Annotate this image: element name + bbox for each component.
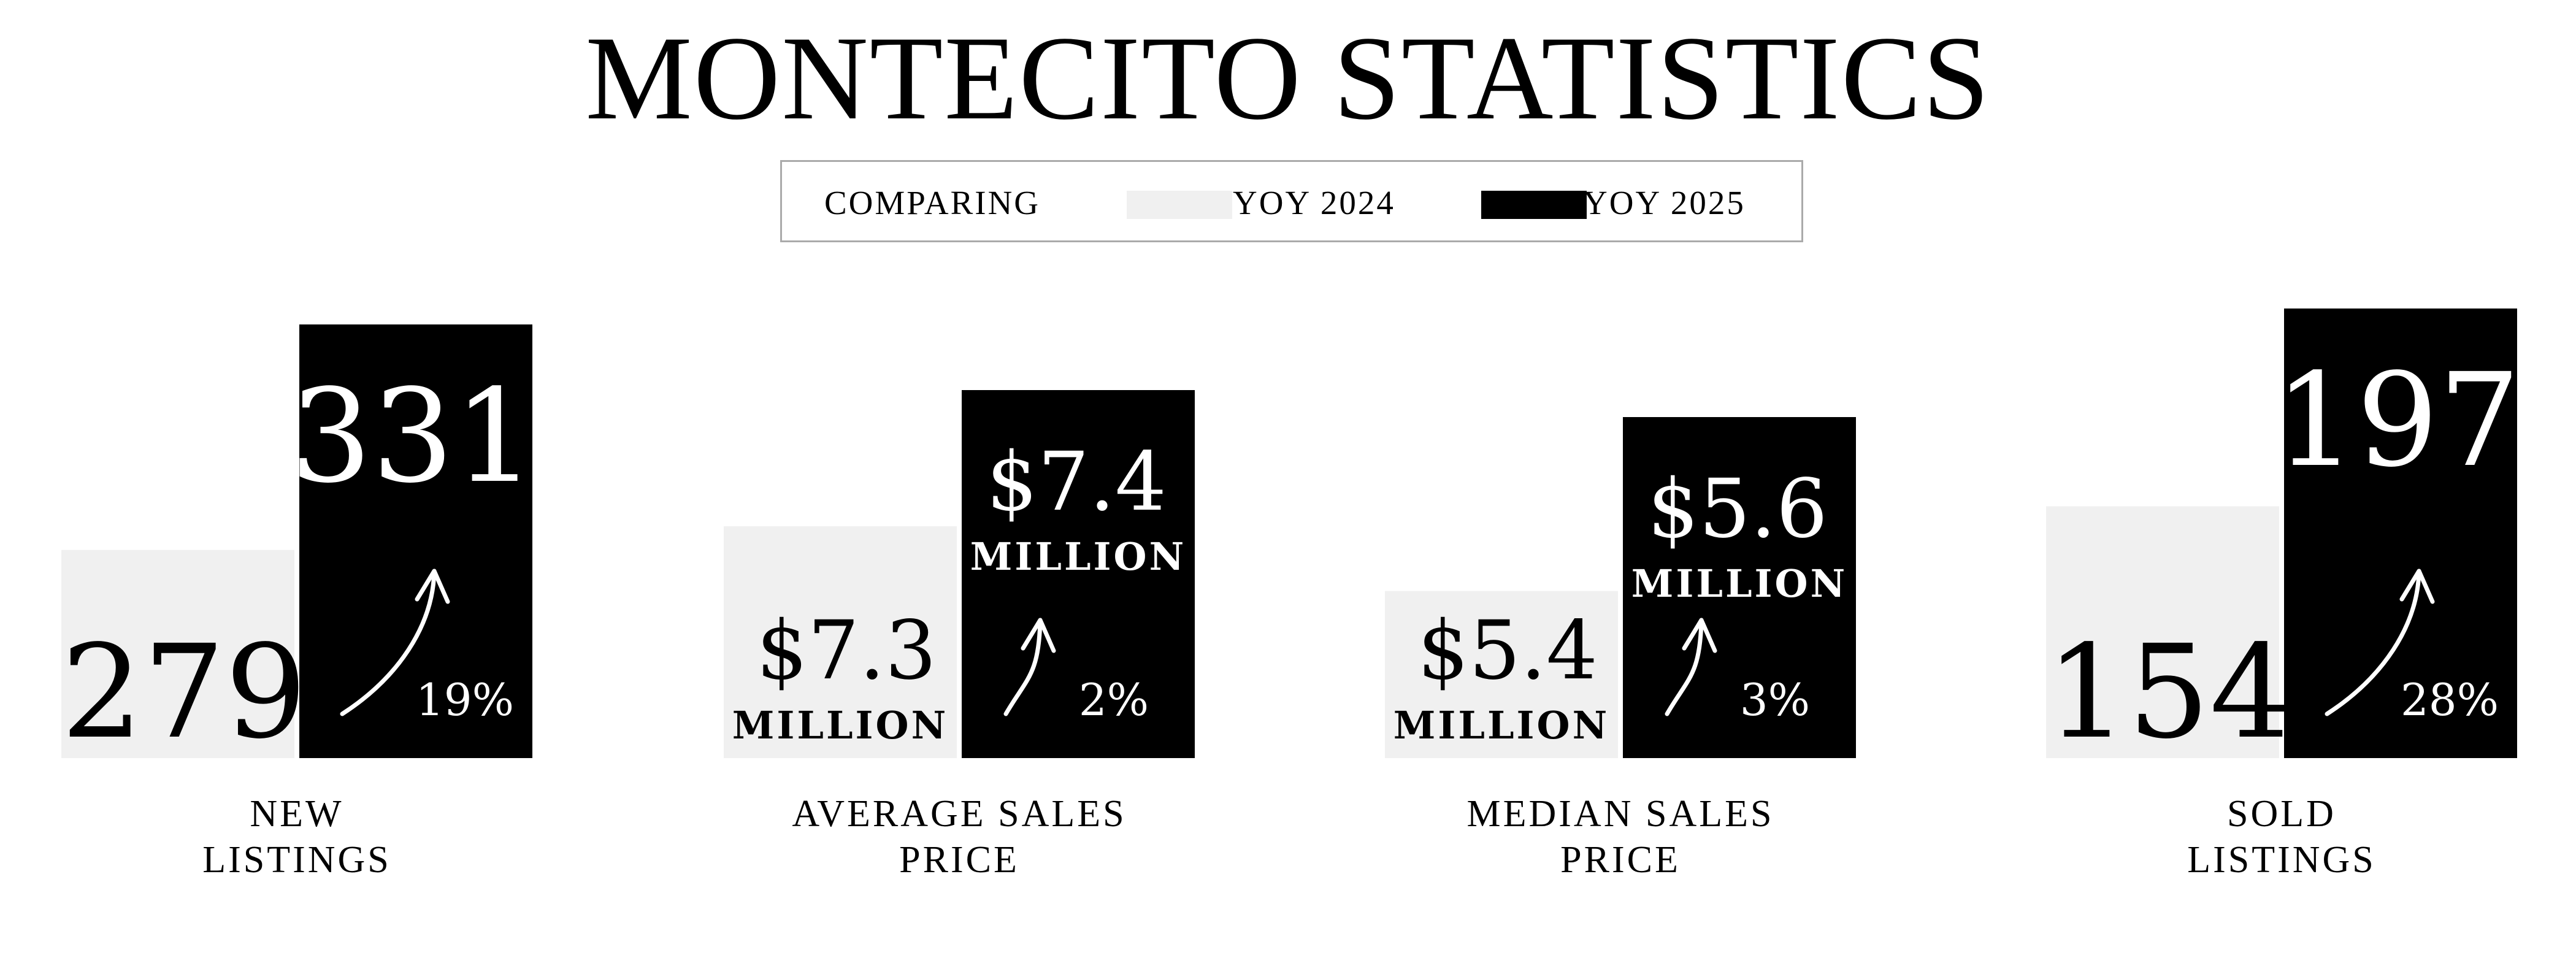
- legend-label-2024: YOY 2024: [1233, 184, 1395, 221]
- change-percent-group-4: 28%: [2401, 674, 2499, 726]
- arrow-head-icon: [1021, 618, 1056, 653]
- value-label-2024-group-4: 154: [2046, 617, 2292, 767]
- value-label-2024-group-2: $7.3: [756, 604, 937, 698]
- bar-2025-group-3: [1623, 417, 1856, 758]
- change-percent-group-1: 19%: [416, 674, 514, 726]
- category-label-group-4-line-1: SOLD: [2227, 793, 2336, 835]
- category-label-group-3-line-1: MEDIAN SALES: [1466, 793, 1774, 835]
- unit-label-2025-group-2: MILLION: [970, 534, 1187, 579]
- bar-2024-group-1: [61, 550, 294, 758]
- change-percent-group-2: 2%: [1079, 674, 1149, 726]
- bar-2025-group-2: [962, 390, 1195, 758]
- unit-label-2024-group-2: MILLION: [732, 703, 949, 748]
- bar-2025-group-1: [299, 324, 532, 758]
- growth-arrow-icon: [2325, 569, 2421, 716]
- category-label-group-2-line-2: PRICE: [899, 839, 1019, 881]
- category-label-group-4-line-2: LISTINGS: [2187, 839, 2376, 881]
- bar-2024-group-2: [724, 526, 957, 758]
- category-label-group-3-line-2: PRICE: [1560, 839, 1681, 881]
- growth-arrow-icon: [1665, 618, 1704, 716]
- legend-swatch-2025: [1481, 191, 1587, 219]
- bar-2024-group-4: [2046, 506, 2279, 758]
- legend-label-2025: YOY 2025: [1583, 184, 1746, 221]
- unit-label-2025-group-3: MILLION: [1631, 561, 1848, 606]
- category-label-group-2-line-1: AVERAGE SALES: [792, 793, 1127, 835]
- legend-prefix: COMPARING: [824, 184, 1041, 221]
- value-label-2025-group-2: $7.4: [986, 435, 1167, 529]
- category-label-group-1-line-1: NEW: [250, 793, 344, 835]
- legend: COMPARING YOY 2024 YOY 2025: [780, 160, 1803, 242]
- growth-arrow-icon: [1003, 618, 1043, 716]
- value-label-2024-group-3: $5.4: [1417, 604, 1598, 698]
- value-label-2025-group-1: 331: [290, 361, 536, 512]
- value-label-2025-group-3: $5.6: [1647, 462, 1828, 556]
- bar-2024-group-3: [1385, 591, 1618, 758]
- value-label-2024-group-1: 279: [61, 617, 307, 767]
- chart-title: MONTECITO STATISTICS: [585, 12, 1991, 145]
- value-label-2025-group-4: 197: [2275, 345, 2521, 496]
- category-label-group-1-line-2: LISTINGS: [202, 839, 391, 881]
- arrow-head-icon: [1682, 618, 1717, 653]
- bar-2025-group-4: [2284, 309, 2517, 758]
- change-percent-group-3: 3%: [1740, 674, 1810, 726]
- arrow-head-icon: [415, 569, 450, 604]
- arrow-head-icon: [2399, 569, 2435, 604]
- growth-arrow-icon: [340, 569, 437, 716]
- legend-swatch-2024: [1127, 191, 1232, 219]
- unit-label-2024-group-3: MILLION: [1393, 703, 1610, 748]
